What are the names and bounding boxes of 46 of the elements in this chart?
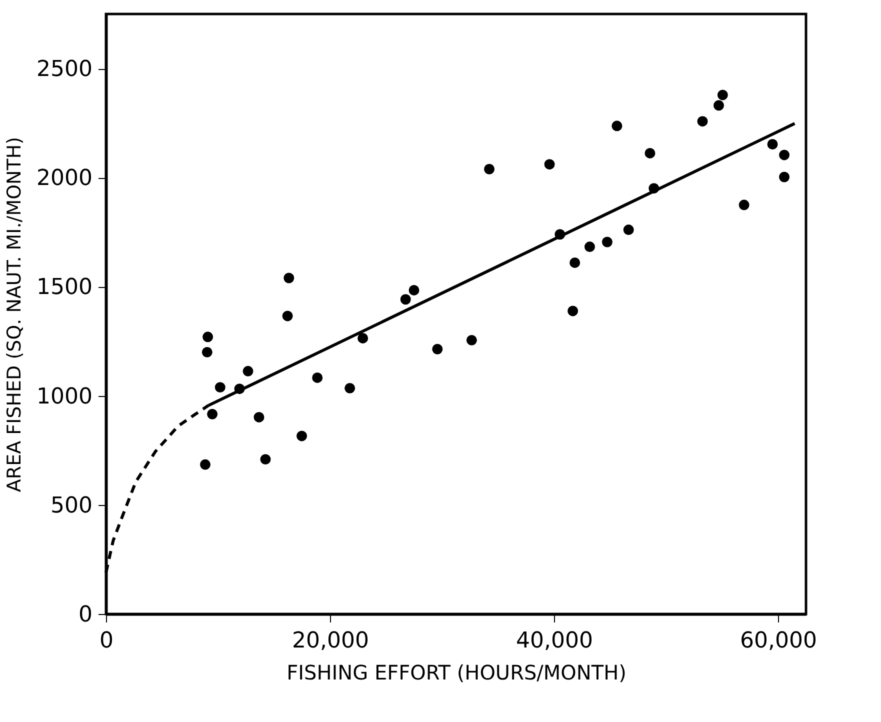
y-tick-label: 0 — [78, 602, 92, 628]
point — [358, 332, 368, 344]
point — [207, 408, 218, 420]
point — [432, 344, 443, 354]
point — [570, 257, 580, 268]
point — [214, 382, 226, 393]
point — [400, 294, 411, 305]
point — [767, 139, 778, 150]
point — [697, 116, 708, 127]
y-tick-label: 1000 — [36, 384, 92, 410]
point — [202, 346, 212, 358]
point — [312, 372, 323, 383]
point — [466, 334, 477, 346]
x-axis-title: FISHING EFFORT (HOURS/MONTH) — [286, 660, 626, 684]
point — [484, 164, 495, 174]
x-tick-label: 60,000 — [740, 628, 817, 654]
point — [602, 236, 612, 248]
y-tick-label: 500 — [50, 493, 92, 518]
point — [260, 454, 271, 465]
y-axis-title: AREA FISHED (SQ. NAUT. MI./MONTH) — [4, 136, 26, 492]
point — [779, 172, 790, 182]
point — [644, 148, 656, 158]
y-tick-label: 2000 — [36, 166, 92, 192]
x-tick-label: 20,000 — [292, 628, 369, 654]
point — [714, 100, 724, 111]
point — [254, 412, 264, 422]
point — [544, 159, 555, 170]
point — [584, 242, 595, 252]
point — [284, 272, 294, 284]
point — [612, 120, 622, 132]
point — [200, 459, 210, 470]
point — [738, 200, 750, 210]
point — [242, 366, 254, 376]
y-tick-label: 1500 — [36, 275, 92, 300]
x-tick-label: 40,000 — [516, 628, 593, 654]
point — [282, 310, 293, 322]
x-tick-label: 0 — [100, 628, 114, 654]
point — [717, 90, 728, 100]
y-tick-label: 2500 — [36, 57, 92, 82]
point — [296, 430, 308, 442]
point — [408, 284, 420, 296]
point — [344, 382, 356, 394]
point — [623, 224, 634, 236]
point — [202, 332, 214, 342]
point — [568, 306, 578, 316]
point — [779, 150, 790, 160]
